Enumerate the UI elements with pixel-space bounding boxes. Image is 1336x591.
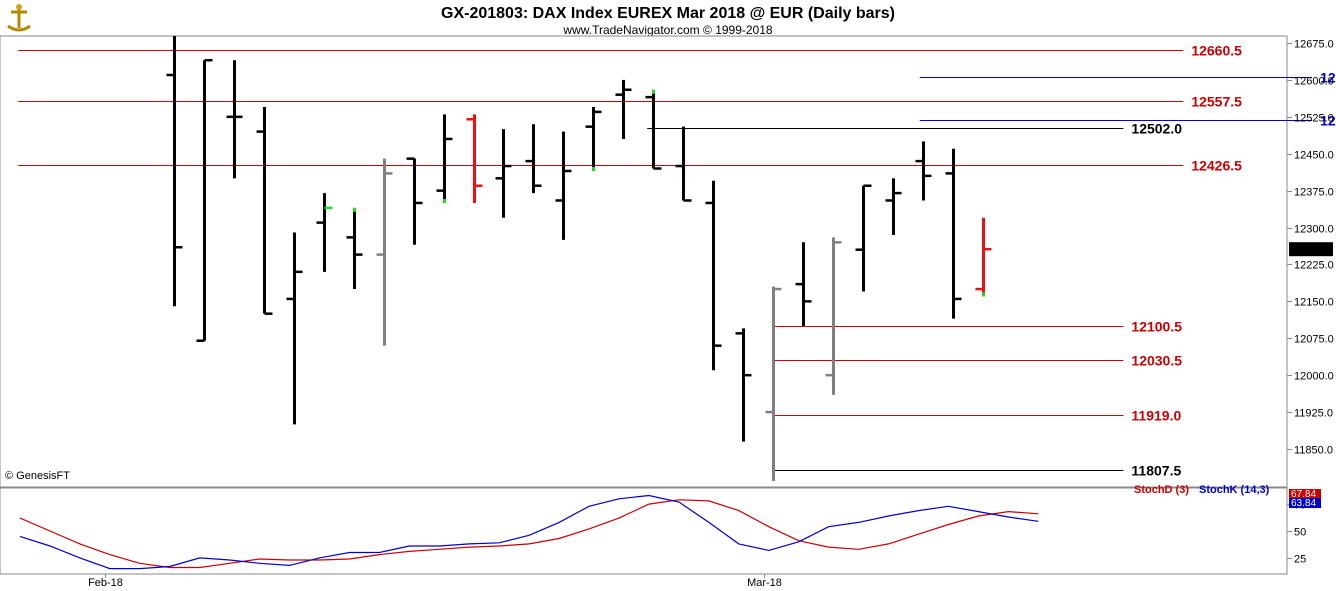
price-bar-9: [436, 114, 453, 203]
legend-stochk: StochK (14,3): [1199, 484, 1270, 496]
level-label-6: 12100.5: [1131, 319, 1182, 335]
stoch-value-box-0: [1289, 489, 1321, 499]
price-bar-2: [226, 60, 243, 179]
price-bar-26: [945, 148, 962, 319]
last-price-label: 12256.0: [1291, 244, 1331, 256]
price-bars: [166, 36, 992, 481]
price-tick-label-1: 12600.0: [1294, 76, 1334, 88]
price-bar-27: [975, 217, 992, 297]
price-tick-label-6: 12225.0: [1294, 260, 1334, 272]
stoch-tick-label-2: 25: [1294, 554, 1306, 566]
level-lines: 12660.5 12606.0 12557.5 12519.0 12502.0 12426…: [18, 43, 1336, 479]
chart-subtitle: www.TradeNavigator.com © 1999-2018: [562, 23, 772, 37]
date-tick-label-1: Mar-18: [747, 577, 782, 589]
price-bar-22: [825, 237, 842, 395]
price-tick-label-8: 12075.0: [1294, 334, 1334, 346]
logo: [4, 4, 34, 34]
level-label-2: 12557.5: [1191, 94, 1242, 110]
price-bar-11: [495, 129, 512, 218]
stoch-value-box-1: [1289, 498, 1321, 508]
price-bar-14: [585, 106, 602, 171]
price-bar-7: [376, 158, 393, 346]
price-bar-5: [316, 193, 333, 272]
price-tick-label-11: 11850.0: [1294, 445, 1333, 457]
price-bar-23: [855, 184, 872, 292]
level-label-3: 12519.0: [1320, 113, 1336, 129]
price-bar-18: [705, 180, 722, 371]
price-bar-24: [885, 178, 902, 235]
price-tick-label-2: 12525.0: [1294, 113, 1334, 125]
level-label-0: 12660.5: [1191, 43, 1242, 59]
stoch-value-tag-1: 63.84: [1291, 498, 1316, 509]
level-label-1: 12606.0: [1320, 70, 1336, 86]
watermark: © GenesisFT: [5, 470, 70, 482]
stochastic-lines: [19, 494, 1039, 570]
price-bar-12: [525, 124, 542, 194]
level-label-7: 12030.5: [1131, 353, 1182, 369]
date-tick-label-0: Feb-18: [88, 577, 123, 589]
price-bar-1: [196, 58, 213, 342]
price-bar-21: [795, 242, 812, 326]
level-label-8: 11919.0: [1131, 408, 1181, 424]
level-label-4: 12502.0: [1131, 121, 1182, 137]
price-bar-17: [675, 126, 692, 202]
price-bar-0: [166, 36, 183, 307]
price-tick-label-0: 12675.0: [1294, 39, 1334, 51]
price-tick-label-5: 12300.0: [1294, 224, 1334, 236]
price-bar-20: [765, 286, 782, 481]
last-price-box: [1289, 242, 1333, 257]
stoch-line-0: [19, 499, 1039, 569]
level-label-9: 11807.5: [1131, 463, 1181, 479]
date-axis: Feb-18 Mar-18: [88, 574, 782, 589]
price-bar-15: [615, 79, 632, 139]
price-tick-label-3: 12450.0: [1294, 150, 1334, 162]
stoch-line-1: [19, 494, 1039, 570]
stochastic-panel: [0, 487, 1288, 575]
price-bar-8: [406, 157, 423, 245]
price-bar-19: [735, 328, 752, 442]
price-bar-4: [286, 232, 303, 425]
price-tick-label-9: 12000.0: [1294, 371, 1334, 383]
price-bar-3: [256, 106, 273, 315]
price-bar-6: [346, 207, 363, 290]
price-bar-16: [645, 89, 662, 170]
level-label-5: 12426.5: [1191, 158, 1242, 174]
stoch-value-tag-0: 67.84: [1291, 489, 1316, 500]
price-tick-label-10: 11925.0: [1294, 408, 1333, 420]
price-bar-25: [915, 141, 932, 201]
price-tick-label-4: 12375.0: [1294, 187, 1334, 199]
price-panel: [0, 35, 1288, 488]
chart-title: GX-201803: DAX Index EUREX Mar 2018 @ EU…: [441, 5, 895, 22]
price-tick-label-7: 12150.0: [1294, 297, 1334, 309]
price-bar-13: [555, 131, 572, 240]
price-bar-10: [466, 114, 483, 203]
legend-stochd: StochD (3): [1134, 484, 1189, 496]
stoch-tick-label-1: 50: [1294, 527, 1306, 539]
price-axis: 12675.0 12600.0 12525.0 12450.0 12375.0 12300…: [1287, 39, 1334, 457]
